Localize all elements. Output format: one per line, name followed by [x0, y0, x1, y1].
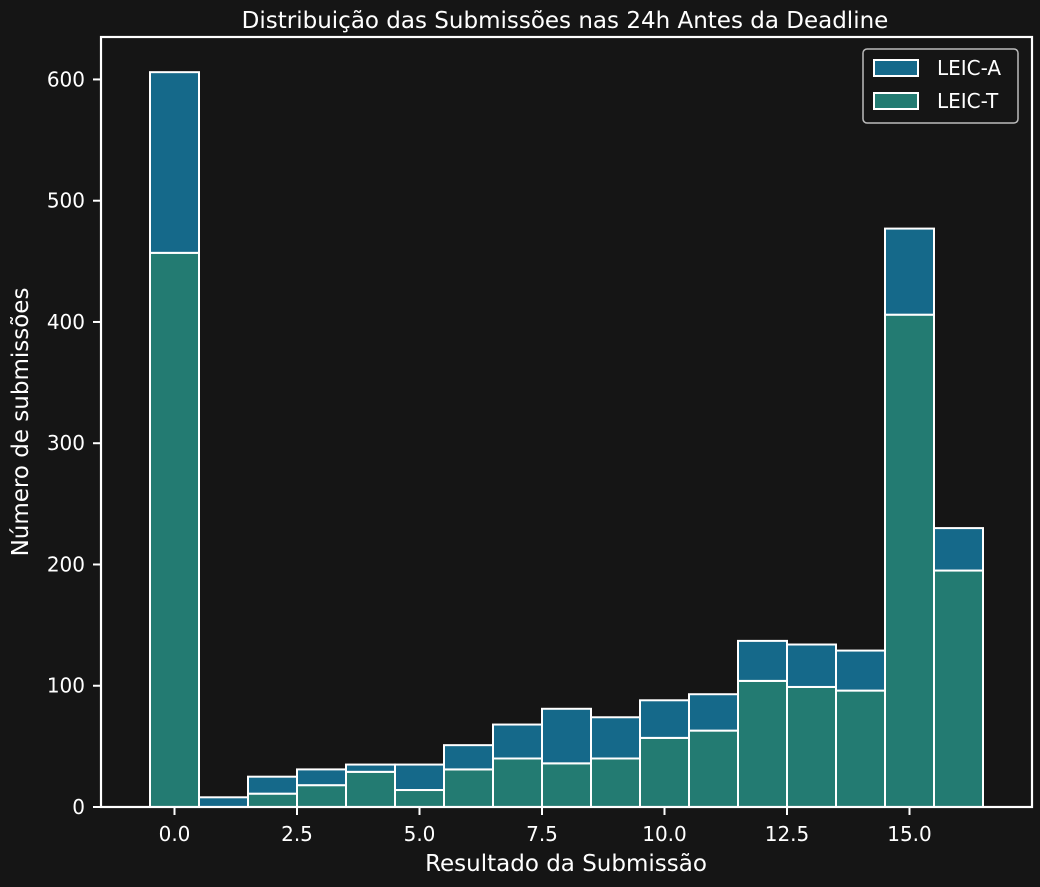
y-tick-label: 200 [47, 552, 85, 576]
bar-leic-a-9 [590, 716, 641, 760]
bar-leic-t-16 [933, 569, 984, 809]
x-tick-label: 5.0 [404, 822, 436, 846]
bar-leic-t-0 [149, 251, 200, 808]
x-tick-label: 0.0 [159, 822, 191, 846]
bars-layer [149, 71, 984, 809]
bar-leic-t-3 [296, 784, 347, 808]
bar-leic-t-8 [541, 762, 592, 808]
legend-label-leic-t: LEIC-T [937, 89, 999, 113]
bar-leic-t-9 [590, 757, 641, 808]
bar-leic-a-8 [541, 707, 592, 765]
bar-leic-a-11 [688, 693, 739, 732]
y-axis-label: Número de submissões [8, 288, 34, 557]
y-tick-label: 400 [47, 310, 85, 334]
y-tick-label: 600 [47, 67, 85, 91]
bar-leic-t-5 [394, 789, 445, 808]
ticks-layer: 0.0 2.5 5.0 7.5 10.0 12.5 15.0 0 100 200 300 400 500… [47, 67, 932, 846]
x-tick-label: 12.5 [765, 822, 810, 846]
bar-leic-t-13 [786, 685, 837, 808]
bar-leic-a-15 [884, 227, 935, 316]
bar-leic-a-5 [394, 763, 445, 792]
bar-leic-a-3 [296, 768, 347, 787]
y-tick-label: 100 [47, 674, 85, 698]
bar-leic-t-11 [688, 729, 739, 809]
bar-leic-t-12 [737, 679, 788, 809]
legend-swatch-leic-t [873, 92, 919, 110]
y-tick-label: 0 [72, 795, 85, 819]
legend: LEIC-A LEIC-T [862, 48, 1019, 124]
bar-leic-t-15 [884, 313, 935, 808]
plot-frame [99, 35, 1034, 809]
x-tick-label: 10.0 [642, 822, 687, 846]
bar-leic-a-1 [198, 796, 249, 808]
bar-leic-t-4 [345, 770, 396, 809]
bar-leic-t-7 [492, 757, 543, 808]
legend-label-leic-a: LEIC-A [937, 56, 1001, 80]
x-tick-label: 15.0 [887, 822, 932, 846]
bar-leic-a-4 [345, 763, 396, 773]
bar-leic-t-14 [835, 689, 886, 809]
bar-leic-a-14 [835, 649, 886, 692]
chart-title: Distribuição das Submissões nas 24h Ante… [242, 8, 889, 34]
bar-leic-a-0 [149, 71, 200, 254]
x-tick-label: 7.5 [526, 822, 558, 846]
bar-leic-t-2 [247, 792, 298, 809]
bar-leic-a-2 [247, 775, 298, 795]
y-tick-label: 500 [47, 189, 85, 213]
x-tick-label: 2.5 [281, 822, 313, 846]
bar-leic-a-13 [786, 643, 837, 688]
legend-swatch-leic-a [873, 59, 919, 77]
bar-leic-a-6 [443, 744, 494, 771]
bar-leic-t-10 [639, 736, 690, 809]
bar-leic-t-6 [443, 768, 494, 808]
y-tick-label: 300 [47, 431, 85, 455]
bar-leic-a-10 [639, 699, 690, 739]
bar-leic-a-7 [492, 723, 543, 760]
x-axis-label: Resultado da Submissão [425, 851, 707, 877]
bar-leic-a-16 [933, 527, 984, 572]
bar-leic-a-12 [737, 639, 788, 682]
